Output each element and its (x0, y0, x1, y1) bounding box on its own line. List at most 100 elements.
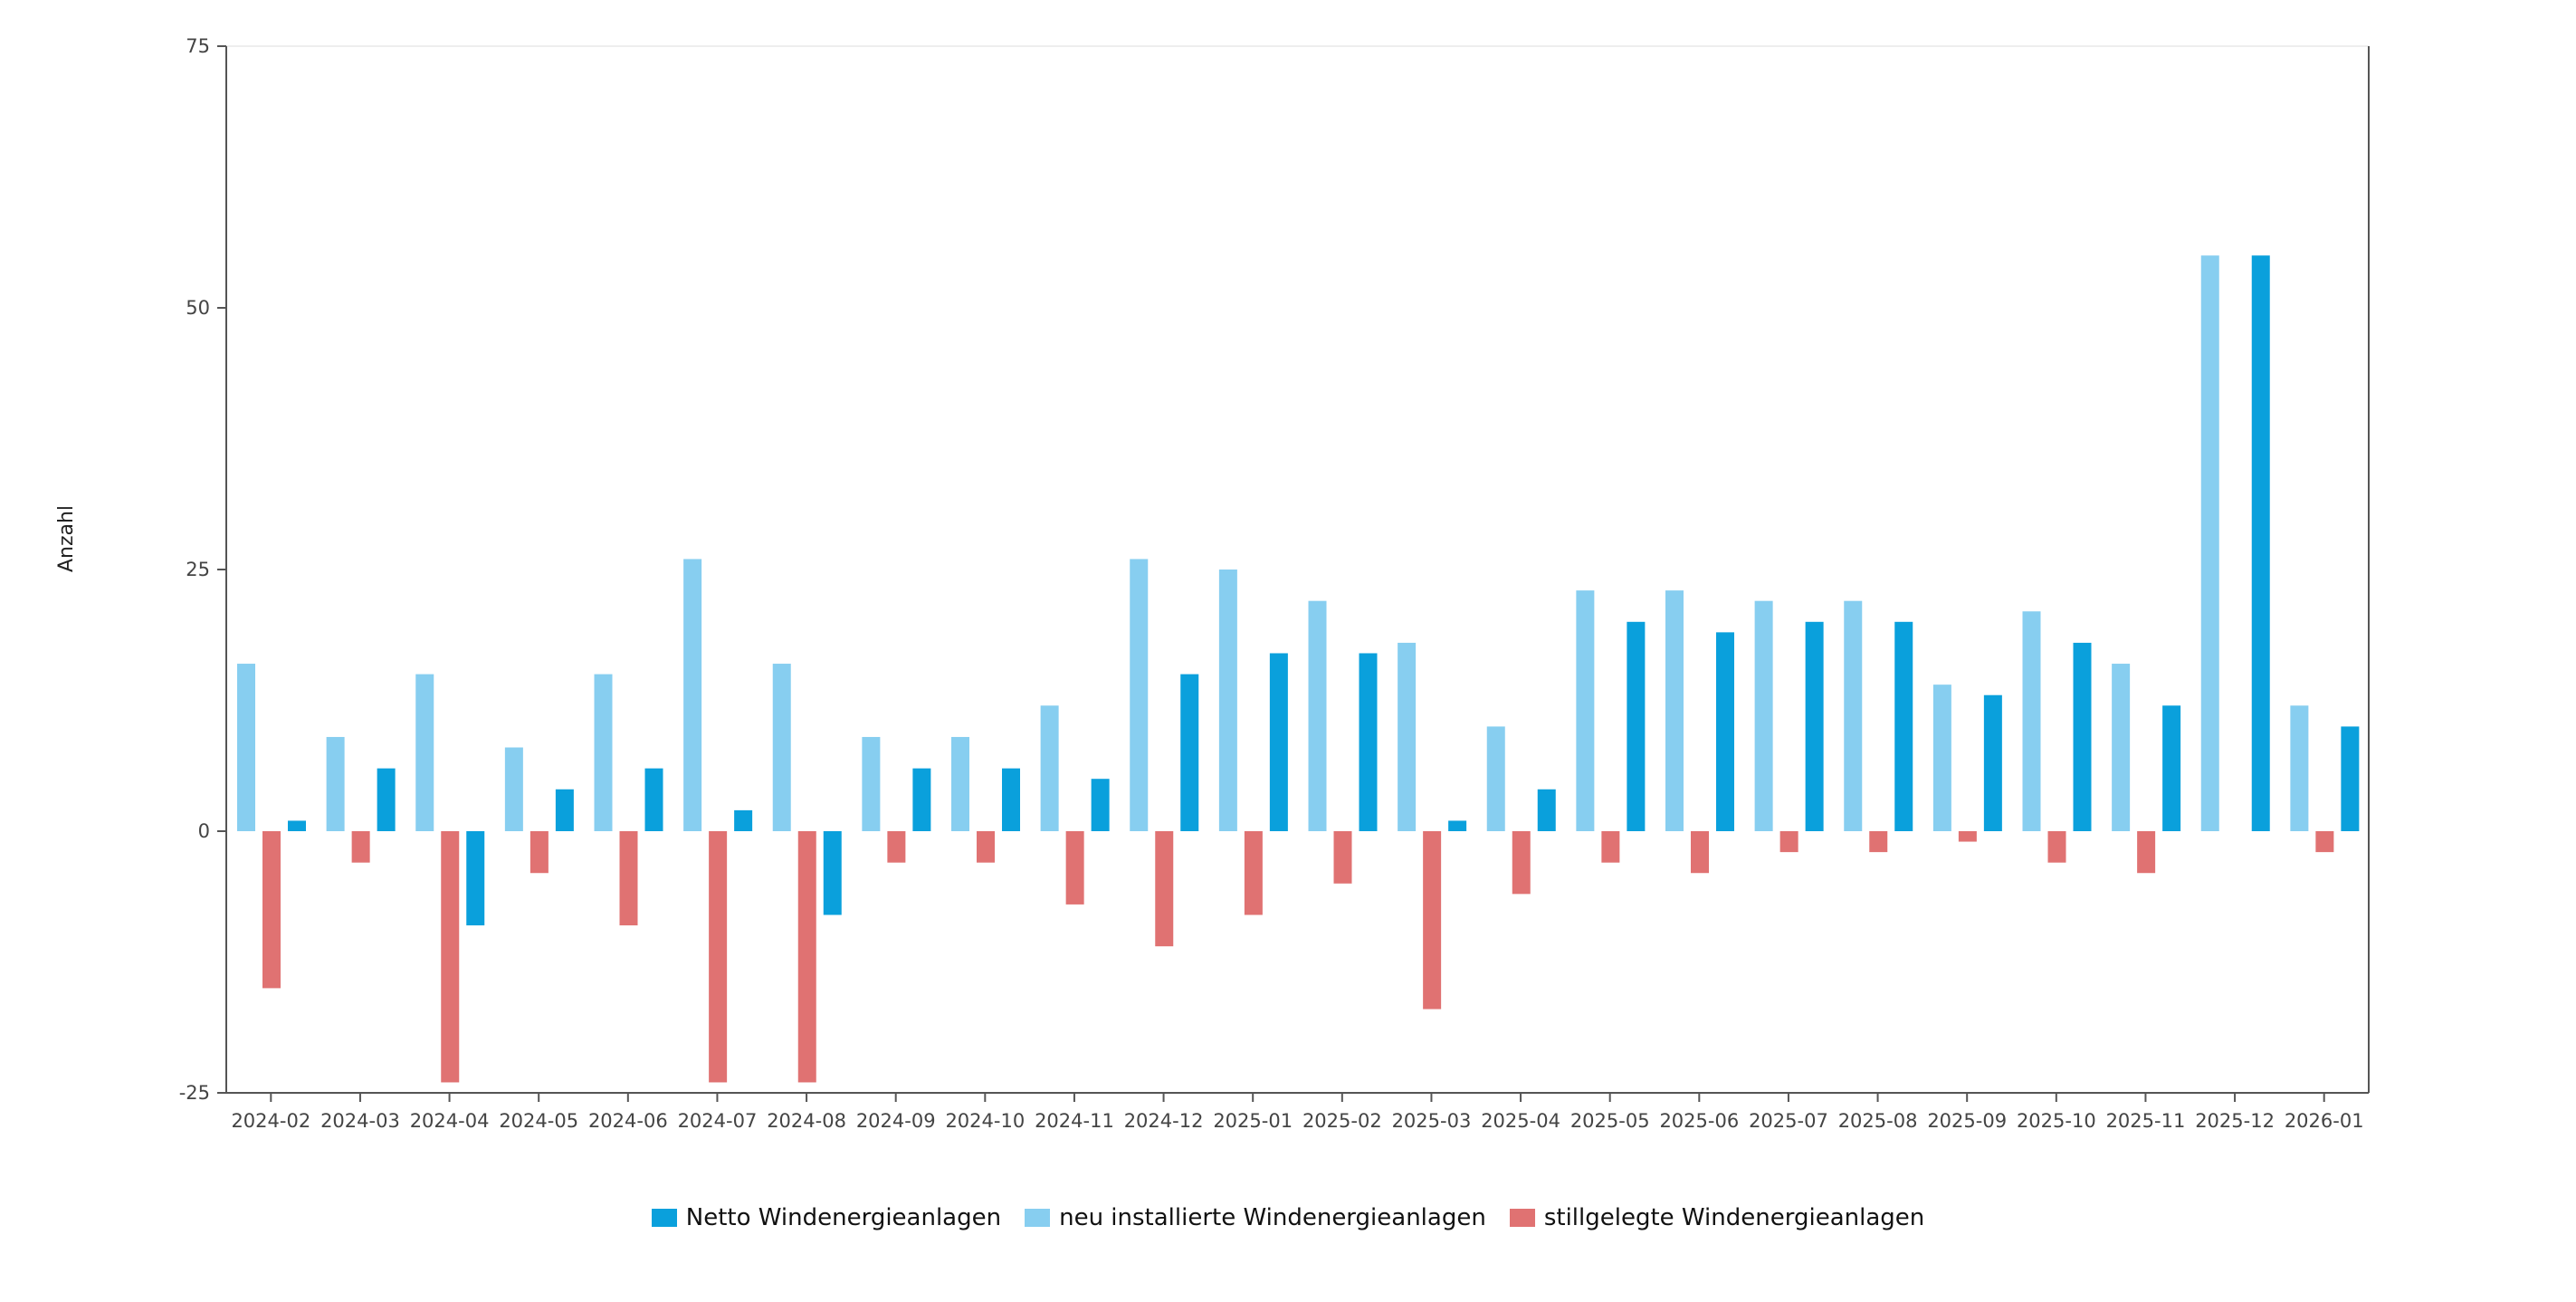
bar-netto (1359, 653, 1378, 831)
x-tick-label: 2024-02 (231, 1110, 310, 1132)
y-tick-label: 0 (198, 820, 210, 842)
legend-item: stillgelegte Windenergieanlagen (1509, 1204, 1925, 1231)
bar-neu-installiert (1932, 685, 1951, 831)
bar-netto (912, 768, 931, 831)
x-tick-label: 2025-11 (2106, 1110, 2186, 1132)
bar-neu-installiert (1576, 590, 1595, 831)
bar-stillgelegt (1869, 831, 1888, 853)
bar-neu-installiert (2290, 705, 2309, 831)
legend-swatch (1509, 1209, 1535, 1227)
bar-stillgelegt (1423, 831, 1442, 1010)
bar-neu-installiert (2022, 611, 2041, 831)
bar-stillgelegt (1958, 831, 1977, 842)
bar-netto (2251, 255, 2270, 831)
legend-label: stillgelegte Windenergieanlagen (1543, 1204, 1925, 1231)
legend: Netto Windenergieanlagen neu installierte… (0, 1204, 2576, 1231)
bar-neu-installiert (1218, 570, 1237, 831)
bar-stillgelegt (1155, 831, 1174, 947)
bar-neu-installiert (1308, 600, 1327, 831)
bar-netto (466, 831, 485, 926)
x-tick-label: 2024-09 (856, 1110, 936, 1132)
legend-swatch (1025, 1209, 1051, 1227)
x-tick-label: 2025-01 (1213, 1110, 1293, 1132)
bar-neu-installiert (594, 674, 613, 831)
bar-netto (1894, 621, 1913, 831)
bar-neu-installiert (1486, 726, 1505, 831)
x-tick-label: 2024-08 (767, 1110, 846, 1132)
bar-netto (1805, 621, 1824, 831)
bar-neu-installiert (2112, 664, 2131, 831)
bar-neu-installiert (326, 736, 345, 831)
legend-label: neu installierte Windenergieanlagen (1059, 1204, 1486, 1231)
x-tick-label: 2025-06 (1659, 1110, 1739, 1132)
bar-stillgelegt (1333, 831, 1352, 884)
bar-neu-installiert (504, 747, 523, 831)
bar-neu-installiert (862, 736, 881, 831)
x-tick-label: 2024-10 (945, 1110, 1025, 1132)
bar-netto (1627, 621, 1646, 831)
bars-group (237, 255, 2360, 1083)
bar-neu-installiert (1130, 559, 1149, 831)
bar-netto (1983, 694, 2002, 831)
bar-stillgelegt (262, 831, 281, 989)
bar-stillgelegt (887, 831, 906, 863)
bar-stillgelegt (2047, 831, 2066, 863)
bar-neu-installiert (237, 664, 255, 831)
plot-frame (225, 45, 2370, 1094)
bar-stillgelegt (441, 831, 460, 1083)
bar-neu-installiert (951, 736, 969, 831)
bar-neu-installiert (772, 664, 791, 831)
bar-netto (1537, 789, 1556, 831)
legend-item: Netto Windenergieanlagen (651, 1204, 1001, 1231)
legend-item: neu installierte Windenergieanlagen (1025, 1204, 1486, 1231)
y-tick-label: 75 (186, 35, 210, 57)
x-tick-label: 2025-03 (1392, 1110, 1472, 1132)
bar-stillgelegt (1065, 831, 1084, 905)
bar-netto (1716, 632, 1734, 831)
bar-stillgelegt (1512, 831, 1531, 895)
bar-neu-installiert (415, 674, 434, 831)
bar-neu-installiert (1040, 705, 1059, 831)
y-tick-label: -25 (179, 1082, 210, 1104)
x-tick-label: 2025-12 (2195, 1110, 2275, 1132)
bar-neu-installiert (1398, 642, 1417, 831)
bar-netto (1269, 653, 1288, 831)
bar-stillgelegt (2315, 831, 2334, 853)
x-tick-label: 2025-08 (1838, 1110, 1918, 1132)
legend-swatch (651, 1209, 677, 1227)
y-tick-label: 25 (186, 559, 210, 580)
x-tick-label: 2024-04 (410, 1110, 490, 1132)
bar-netto (1091, 779, 1110, 831)
x-tick-label: 2025-10 (2017, 1110, 2096, 1132)
bar-netto (2341, 726, 2360, 831)
x-tick-label: 2025-02 (1302, 1110, 1382, 1132)
x-tick-label: 2026-01 (2285, 1110, 2364, 1132)
x-tick-label: 2025-07 (1749, 1110, 1828, 1132)
bar-stillgelegt (1779, 831, 1798, 853)
x-tick-label: 2024-12 (1124, 1110, 1204, 1132)
bar-stillgelegt (1601, 831, 1620, 863)
x-tick-label: 2024-11 (1035, 1110, 1114, 1132)
bar-netto (2162, 705, 2181, 831)
x-tick-label: 2024-05 (499, 1110, 578, 1132)
bar-stillgelegt (797, 831, 816, 1083)
x-tick-label: 2024-06 (588, 1110, 668, 1132)
bar-netto (2073, 642, 2092, 831)
bar-neu-installiert (683, 559, 702, 831)
bar-netto (288, 820, 306, 831)
x-axis: 2024-02 2024-03 2024-04 2024-05 2024-06 2024-… (231, 1093, 2364, 1132)
x-tick-label: 2024-07 (678, 1110, 758, 1132)
bar-netto (555, 789, 574, 831)
bar-netto (377, 768, 396, 831)
y-tick-label: 50 (186, 297, 210, 319)
bar-stillgelegt (530, 831, 549, 874)
bar-netto (823, 831, 842, 915)
bar-stillgelegt (1691, 831, 1709, 874)
y-axis: -25 0 25 50 75 (179, 35, 226, 1104)
x-tick-label: 2024-03 (320, 1110, 400, 1132)
bar-netto (1180, 674, 1199, 831)
bar-stillgelegt (351, 831, 370, 863)
x-tick-label: 2025-09 (1927, 1110, 2007, 1132)
bar-stillgelegt (709, 831, 728, 1083)
bar-stillgelegt (619, 831, 638, 926)
